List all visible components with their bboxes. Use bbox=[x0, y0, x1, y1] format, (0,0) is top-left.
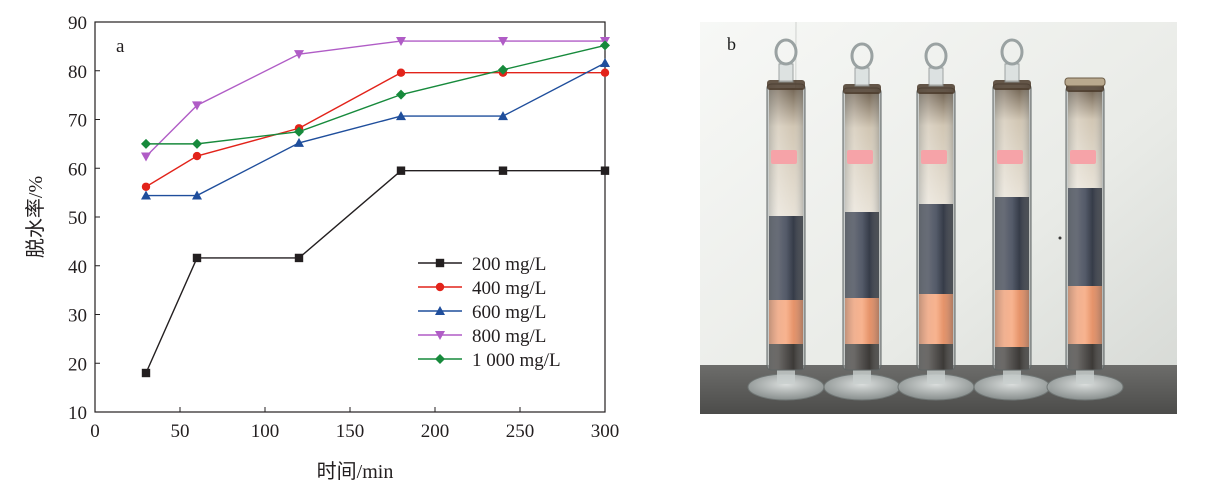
series-5-point bbox=[600, 40, 610, 51]
cylinder-glass bbox=[842, 87, 882, 371]
series-5-point bbox=[396, 89, 406, 100]
y-tick-label: 60 bbox=[68, 159, 87, 180]
cylinder-label-sticker bbox=[771, 150, 797, 164]
cylinder-stopper-loop bbox=[924, 42, 948, 70]
series-1-point bbox=[396, 166, 406, 175]
cylinder-stopper-neck bbox=[854, 67, 870, 87]
cylinder-glass bbox=[766, 83, 806, 371]
series-3-point bbox=[396, 111, 406, 121]
cylinder-rim bbox=[993, 80, 1031, 90]
cylinder-label-sticker bbox=[997, 150, 1023, 164]
legend-label: 1 000 mg/L bbox=[472, 350, 561, 371]
series-2-point bbox=[192, 151, 202, 161]
x-axis-label: 时间/min bbox=[317, 460, 394, 483]
y-tick-label: 30 bbox=[68, 306, 87, 327]
x-tick-label: 200 bbox=[421, 421, 450, 442]
legend-label: 800 mg/L bbox=[472, 326, 546, 347]
x-tick-label: 0 bbox=[90, 421, 100, 442]
cylinder-rim bbox=[767, 80, 805, 90]
cylinder-stem bbox=[853, 370, 871, 384]
series-5-point bbox=[294, 126, 304, 137]
series-line-2 bbox=[145, 71, 605, 188]
series-1-point bbox=[498, 166, 508, 175]
series-3-point bbox=[192, 190, 202, 200]
cylinder-stem bbox=[777, 370, 795, 384]
cylinder-stopper-neck bbox=[778, 63, 794, 83]
cylinder-glass bbox=[1065, 85, 1105, 371]
cylinder-stem bbox=[927, 370, 945, 384]
legend-marker bbox=[435, 354, 445, 364]
panel-b-label: b bbox=[727, 34, 736, 54]
series-3-point bbox=[294, 137, 304, 147]
series-4-point bbox=[396, 37, 406, 47]
legend-marker bbox=[435, 331, 445, 340]
series-2-point bbox=[600, 68, 610, 77]
cylinder-stopper-neck bbox=[928, 67, 944, 87]
series-4-point bbox=[294, 50, 304, 60]
y-tick-label: 70 bbox=[68, 111, 87, 132]
legend-label: 200 mg/L bbox=[472, 254, 546, 275]
cylinder-stem bbox=[1076, 370, 1094, 384]
y-tick-label: 40 bbox=[68, 257, 87, 278]
cylinder-stopper-loop bbox=[850, 42, 874, 70]
series-4-point bbox=[141, 152, 151, 162]
series-4-point bbox=[498, 37, 508, 47]
y-tick-label: 20 bbox=[68, 354, 87, 375]
series-5-point bbox=[192, 138, 202, 149]
legend-marker bbox=[435, 282, 445, 292]
x-tick-label: 250 bbox=[506, 421, 535, 442]
cylinder-open-top bbox=[1064, 77, 1106, 87]
series-3-point bbox=[600, 57, 610, 67]
series-line-4 bbox=[145, 40, 605, 158]
series-5-point bbox=[498, 64, 508, 75]
series-line-1 bbox=[145, 169, 605, 374]
cylinder-photo-panel: b bbox=[700, 22, 1177, 414]
cylinder-rim bbox=[843, 84, 881, 94]
series-line-3 bbox=[146, 62, 606, 197]
series-4-point bbox=[192, 101, 202, 111]
cylinder-stopper-loop bbox=[774, 38, 798, 66]
series-2-point bbox=[141, 182, 151, 191]
series-1-point bbox=[600, 166, 610, 175]
x-tick-label: 100 bbox=[251, 421, 280, 442]
x-tick-label: 300 bbox=[591, 421, 620, 442]
dehydration-rate-chart: 0 50 100 150 200 250 300 10 20 30 40 50 60 70 80 90 时间/m… bbox=[24, 13, 620, 483]
cylinder-stopper-neck bbox=[1004, 63, 1020, 83]
panel-a-label: a bbox=[116, 36, 125, 57]
series-3-point bbox=[141, 190, 151, 200]
cylinder-label-sticker bbox=[1070, 150, 1096, 164]
series-1-point bbox=[141, 368, 151, 378]
legend-marker bbox=[435, 306, 445, 315]
cylinder-glass bbox=[916, 87, 956, 371]
series-5-point bbox=[141, 138, 151, 149]
y-tick-label: 10 bbox=[68, 403, 87, 424]
x-tick-label: 150 bbox=[336, 421, 365, 442]
x-tick-label: 50 bbox=[171, 421, 190, 442]
cylinder-label-sticker bbox=[847, 150, 873, 164]
cylinder-stopper-loop bbox=[1000, 38, 1024, 66]
cylinder-label-sticker bbox=[921, 150, 947, 164]
legend-label: 400 mg/L bbox=[472, 278, 546, 299]
cylinder-rim bbox=[917, 84, 955, 94]
cylinder-group bbox=[747, 38, 1124, 401]
y-axis-label: 脱水率/% bbox=[24, 176, 47, 258]
series-3-point bbox=[498, 111, 508, 121]
legend-marker bbox=[435, 258, 445, 268]
y-tick-label: 80 bbox=[68, 62, 87, 83]
wall-dot bbox=[1058, 236, 1062, 240]
cylinder-glass bbox=[992, 83, 1032, 371]
y-tick-label: 90 bbox=[68, 13, 87, 34]
series-1-point bbox=[192, 253, 202, 263]
legend-label: 600 mg/L bbox=[472, 302, 546, 323]
series-line-5 bbox=[146, 44, 606, 145]
series-2-point bbox=[396, 68, 406, 77]
y-tick-label: 50 bbox=[68, 208, 87, 229]
series-1-point bbox=[294, 253, 304, 263]
cylinder-stem bbox=[1003, 370, 1021, 384]
